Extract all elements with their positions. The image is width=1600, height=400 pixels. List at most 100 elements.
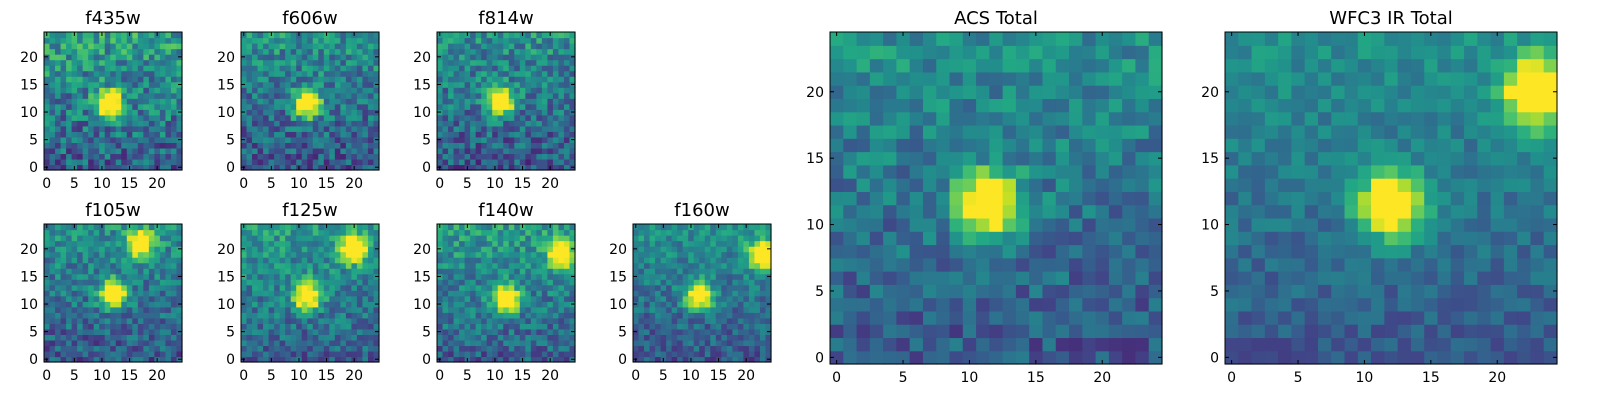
heatmap-cell — [115, 262, 122, 269]
heatmap-cell — [547, 323, 554, 330]
heatmap-cell — [726, 284, 733, 291]
heatmap-cell — [334, 153, 341, 160]
heatmap-cell — [82, 98, 89, 105]
heatmap-cell — [345, 158, 352, 166]
heatmap-cell — [290, 70, 297, 77]
heatmap-cell — [547, 339, 554, 347]
heatmap-cell — [453, 87, 460, 94]
panel-title: f125w — [282, 200, 337, 221]
heatmap-cell — [453, 136, 460, 143]
heatmap-cell — [765, 268, 772, 275]
heatmap-cell — [732, 229, 739, 236]
heatmap-cell — [508, 290, 515, 297]
heatmap-cell — [726, 323, 733, 330]
heatmap-cell — [99, 246, 106, 253]
heatmap-cell — [55, 120, 62, 127]
heatmap-cell — [44, 323, 51, 330]
heatmap-cell — [547, 334, 554, 341]
heatmap-cell — [296, 81, 303, 88]
heatmap-cell — [257, 81, 264, 88]
heatmap-cell — [541, 114, 548, 121]
heatmap-cell — [481, 345, 488, 352]
heatmap-cell — [367, 131, 375, 138]
heatmap-cell — [88, 317, 95, 324]
heatmap-cell — [148, 350, 155, 358]
heatmap-cell — [563, 109, 571, 116]
heatmap-cell — [340, 158, 347, 166]
heatmap-cell — [93, 158, 100, 166]
heatmap-cell — [475, 229, 482, 236]
heatmap-cell — [60, 109, 67, 116]
heatmap-cell — [257, 158, 264, 166]
heatmap-cell — [318, 268, 325, 275]
heatmap-cell — [252, 240, 259, 247]
heatmap-cell — [88, 98, 95, 105]
heatmap-cell — [290, 295, 297, 302]
heatmap-cell — [373, 131, 380, 138]
heatmap-cell — [257, 350, 264, 358]
heatmap-cell — [448, 43, 455, 50]
heatmap-cell — [464, 339, 471, 347]
heatmap-cell — [922, 151, 937, 166]
heatmap-cell — [710, 240, 717, 247]
heatmap-cell — [290, 120, 297, 127]
heatmap-cell — [77, 350, 84, 358]
heatmap-cell — [268, 246, 275, 253]
heatmap-cell — [453, 295, 460, 302]
heatmap-cell — [541, 246, 548, 253]
heatmap-cell — [252, 356, 259, 363]
heatmap-cell — [252, 142, 259, 149]
heatmap-cell — [530, 345, 537, 352]
heatmap-cell — [49, 356, 56, 363]
heatmap-cell — [159, 290, 167, 297]
heatmap-cell — [246, 284, 253, 291]
heatmap-cell — [558, 48, 565, 55]
axes-frame — [240, 31, 380, 171]
heatmap-cell — [351, 295, 358, 302]
y-tick-label: 0 — [618, 352, 627, 368]
heatmap-cell — [638, 273, 645, 280]
heatmap-cell — [159, 301, 167, 308]
heatmap-cell — [268, 284, 275, 291]
heatmap-cell — [257, 306, 264, 313]
heatmap-cell — [367, 334, 375, 341]
heatmap-cell — [530, 59, 537, 66]
heatmap-cell — [437, 312, 444, 319]
heatmap-cell — [367, 301, 375, 308]
heatmap-cell — [170, 295, 178, 302]
heatmap-cell — [552, 158, 560, 166]
heatmap-cell — [165, 76, 172, 83]
heatmap-cell — [66, 251, 73, 258]
heatmap-cell — [530, 284, 537, 291]
heatmap-cell — [329, 334, 336, 341]
heatmap-cell — [448, 268, 455, 275]
heatmap-cell — [464, 43, 471, 50]
heatmap-cell — [121, 158, 128, 166]
heatmap-cell — [252, 48, 259, 55]
heatmap-cell — [285, 306, 292, 313]
x-tick-label: 5 — [70, 176, 79, 192]
heatmap-cell — [154, 345, 161, 352]
heatmap-cell — [99, 279, 106, 286]
heatmap-cell — [126, 142, 133, 149]
heatmap-cell — [660, 235, 667, 242]
heatmap-cell — [60, 334, 67, 341]
heatmap-cell — [121, 87, 128, 94]
heatmap-cell — [525, 158, 532, 166]
heatmap-cell — [721, 268, 728, 275]
heatmap-cell — [453, 65, 460, 72]
x-tick-label: 10 — [93, 176, 111, 192]
heatmap-cell — [121, 290, 128, 297]
heatmap-cell — [71, 136, 78, 143]
heatmap-cell — [688, 251, 695, 258]
heatmap-cell — [340, 59, 347, 66]
heatmap-cell — [137, 339, 144, 347]
heatmap-cell — [492, 43, 499, 50]
heatmap-cell — [307, 158, 314, 166]
heatmap-cell — [99, 109, 106, 116]
heatmap-cell — [307, 345, 314, 352]
heatmap-cell — [503, 279, 510, 286]
heatmap-cell — [976, 284, 990, 299]
heatmap-cell — [55, 295, 62, 302]
heatmap-cell — [547, 284, 554, 291]
